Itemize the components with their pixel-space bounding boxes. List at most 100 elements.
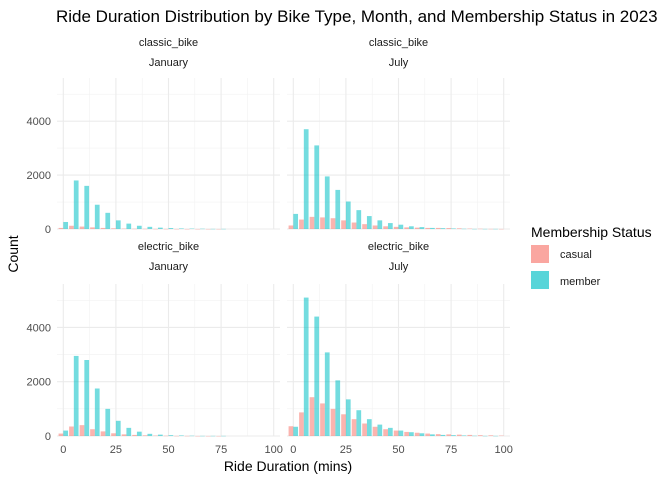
bar-member (409, 226, 414, 229)
bar-member (157, 434, 163, 436)
x-tick-label: 100 (495, 444, 513, 456)
bar-casual (456, 434, 462, 436)
x-axis-title: Ride Duration (mins) (224, 458, 352, 474)
bar-casual (414, 432, 420, 436)
bar-member (179, 228, 184, 229)
bar-casual (446, 228, 452, 229)
y-tick-label: 4000 (27, 116, 51, 128)
strip-label-bike-type: classic_bike (369, 37, 428, 49)
bar-member (440, 434, 446, 436)
bar-member (356, 210, 362, 230)
bar-casual (90, 429, 95, 436)
bar-casual (288, 225, 294, 229)
y-tick-label: 4000 (27, 322, 51, 334)
bar-casual (414, 227, 420, 229)
bar-member (314, 316, 320, 436)
bar-casual (132, 434, 137, 436)
bar-casual (69, 225, 74, 229)
y-tick-label: 2000 (27, 170, 51, 182)
bar-casual (79, 425, 85, 436)
bar-member (314, 145, 320, 229)
x-tick-label: 50 (162, 444, 174, 456)
bar-member (377, 220, 383, 229)
x-tick-label: 0 (60, 444, 66, 456)
bar-member (419, 227, 425, 229)
bar-casual (288, 426, 294, 436)
bar-casual (299, 412, 304, 436)
bar-member (387, 427, 393, 436)
bar-casual (142, 435, 148, 436)
x-tick-label: 75 (215, 444, 227, 456)
bar-casual (309, 397, 315, 436)
bar-member (147, 433, 153, 436)
bar-member (345, 201, 351, 229)
bar-member (136, 225, 142, 229)
facet-panel: electric_bike January (57, 241, 280, 437)
bar-casual (111, 433, 116, 436)
bar-member (335, 189, 341, 229)
bar-casual (330, 408, 336, 436)
bar-member (293, 213, 299, 229)
bar-casual (341, 220, 346, 229)
x-tick-label: 75 (445, 444, 457, 456)
bar-casual (425, 433, 431, 436)
strip-label-month: January (149, 57, 189, 69)
bar-casual (330, 218, 336, 229)
bar-casual (58, 227, 64, 229)
legend-key-casual (531, 245, 549, 263)
bar-casual (425, 227, 431, 229)
facet-panel: classic_bike July (287, 37, 510, 230)
bar-casual (372, 426, 378, 436)
bar-member (419, 433, 425, 436)
bar-member (461, 435, 467, 436)
strip-label-month: January (149, 261, 189, 273)
strip-label-month: July (389, 261, 409, 273)
bar-member (409, 432, 414, 436)
bar-casual (299, 219, 304, 229)
bar-member (136, 431, 142, 436)
bar-member (115, 220, 121, 229)
chart-title: Ride Duration Distribution by Bike Type,… (56, 7, 658, 26)
x-axis-ticks: 0 25 50 75 100 0 25 50 75 100 (60, 444, 513, 456)
y-axis-title: Count (5, 235, 21, 272)
bar-member (377, 424, 383, 436)
bar-member (94, 388, 100, 436)
x-tick-label: 25 (110, 444, 122, 456)
strip-label-bike-type: electric_bike (368, 241, 429, 253)
x-tick-label: 50 (392, 444, 404, 456)
bar-member (168, 435, 174, 436)
y-tick-label: 0 (45, 224, 51, 236)
bar-member (126, 427, 132, 436)
facet-panel: electric_bike July (287, 241, 510, 437)
bar-casual (69, 426, 74, 436)
strip-label-bike-type: electric_bike (138, 241, 199, 253)
bar-member (147, 226, 153, 229)
bar-member (366, 216, 372, 229)
bar-member (73, 355, 79, 436)
bar-member (303, 129, 309, 229)
bar-member (324, 176, 330, 229)
bar-casual (372, 225, 378, 229)
bar-member (451, 435, 456, 436)
legend-key-member (531, 271, 549, 289)
bar-casual (477, 435, 483, 436)
bar-casual (320, 403, 325, 436)
y-axis-ticks: 0 2000 4000 0 2000 4000 (27, 116, 51, 443)
bar-casual (404, 227, 410, 229)
bar-casual (90, 227, 95, 229)
bar-casual (320, 217, 325, 229)
bar-casual (79, 226, 85, 229)
strip-label-bike-type: classic_bike (139, 37, 198, 49)
bar-casual (446, 434, 452, 436)
bar-member (440, 228, 446, 229)
bar-casual (362, 224, 367, 229)
bar-member (157, 227, 163, 229)
x-tick-label: 25 (340, 444, 352, 456)
bar-casual (362, 423, 367, 436)
bar-casual (456, 228, 462, 229)
bar-member (387, 223, 393, 229)
bar-member (430, 227, 435, 229)
bar-member (303, 297, 309, 436)
bar-casual (435, 227, 441, 229)
